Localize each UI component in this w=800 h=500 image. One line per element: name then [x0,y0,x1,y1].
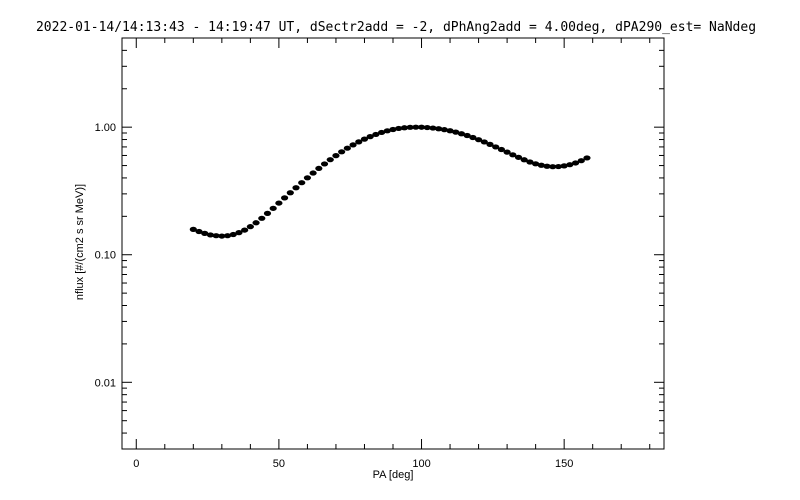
data-point [532,161,540,167]
data-series [189,124,591,239]
data-point [292,185,300,191]
data-point [395,125,403,132]
data-point [577,158,585,164]
data-point [549,164,557,170]
data-point [383,128,391,134]
data-point [212,233,220,239]
data-point [520,157,528,163]
x-tick-label: 0 [133,458,139,470]
data-point [435,126,443,132]
data-point [338,149,346,155]
data-point [189,226,197,232]
y-axis-label: nflux [#/(cm2 s sr MeV)] [74,184,86,300]
data-point [526,159,534,165]
data-point [315,165,323,172]
plot-area-frame [121,37,665,450]
y-tick-label: 0.10 [95,250,116,262]
data-point [218,233,226,239]
data-point [332,153,340,159]
data-point [537,162,545,168]
data-point [360,136,369,142]
x-tick-label: 50 [273,458,285,470]
data-point [223,233,232,239]
data-point [554,163,563,170]
data-point [263,210,272,216]
chart-title: 2022-01-14/14:13:43 - 14:19:47 UT, dSect… [36,20,756,35]
data-point [412,124,420,130]
data-point [440,127,448,133]
data-point [474,137,483,143]
data-point [423,124,431,131]
data-point [303,175,312,181]
data-point [509,152,517,158]
data-point [286,190,294,196]
data-point [457,131,466,137]
data-point [320,161,329,167]
x-axis-ticks: 0 50 100 150 [133,38,651,470]
data-point [366,134,374,140]
x-axis-label: PA [deg] [373,469,414,481]
y-axis-ticks: 0.01 0.10 1.00 [95,37,664,450]
data-point [486,141,494,147]
data-point [514,154,523,160]
data-point [229,231,237,238]
data-point [446,128,454,134]
data-point [372,131,380,138]
data-point [355,139,363,145]
y-tick-label: 0.01 [95,377,116,389]
x-tick-label: 150 [555,458,573,470]
data-point [497,146,505,153]
data-point [492,144,500,150]
data-point [417,124,426,130]
data-point [560,163,568,169]
data-point [377,129,386,136]
data-point [583,155,591,161]
data-point [452,129,460,135]
data-point [543,163,551,169]
data-point [258,215,266,221]
data-point [195,228,203,235]
data-point [275,200,283,206]
data-point [201,230,209,236]
data-point [235,230,243,236]
data-point [566,162,574,168]
data-point [326,157,334,163]
data-point [389,126,397,133]
data-point [429,125,437,131]
data-point [400,125,409,131]
data-point [246,224,254,230]
data-point [469,134,477,141]
data-point [480,139,488,145]
data-point [406,124,414,130]
data-point [463,132,471,139]
data-point [343,145,351,151]
data-point [252,220,260,226]
y-tick-label: 1.00 [95,122,116,134]
data-point [309,170,317,176]
x-tick-label: 100 [412,458,430,470]
data-point [571,160,580,166]
data-point [269,205,277,211]
data-point [281,195,289,201]
data-point [206,232,215,238]
data-point [241,227,249,233]
data-point [298,180,306,186]
data-point [349,142,357,148]
data-point [503,149,511,155]
